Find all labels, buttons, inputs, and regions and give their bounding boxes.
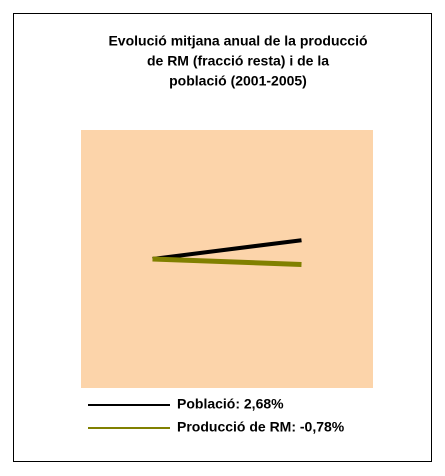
chart-title: població (2001-2005) [169,73,307,89]
legend-label: Població: 2,68% [177,396,284,412]
plot-area [81,130,373,388]
legend-label: Producció de RM: -0,78% [177,419,345,435]
chart-title: de RM (fracció resta) i de la [147,53,329,69]
series-line [152,238,302,261]
series-line [152,256,302,267]
chart-title: Evolució mitjana anual de la producció [108,33,367,49]
